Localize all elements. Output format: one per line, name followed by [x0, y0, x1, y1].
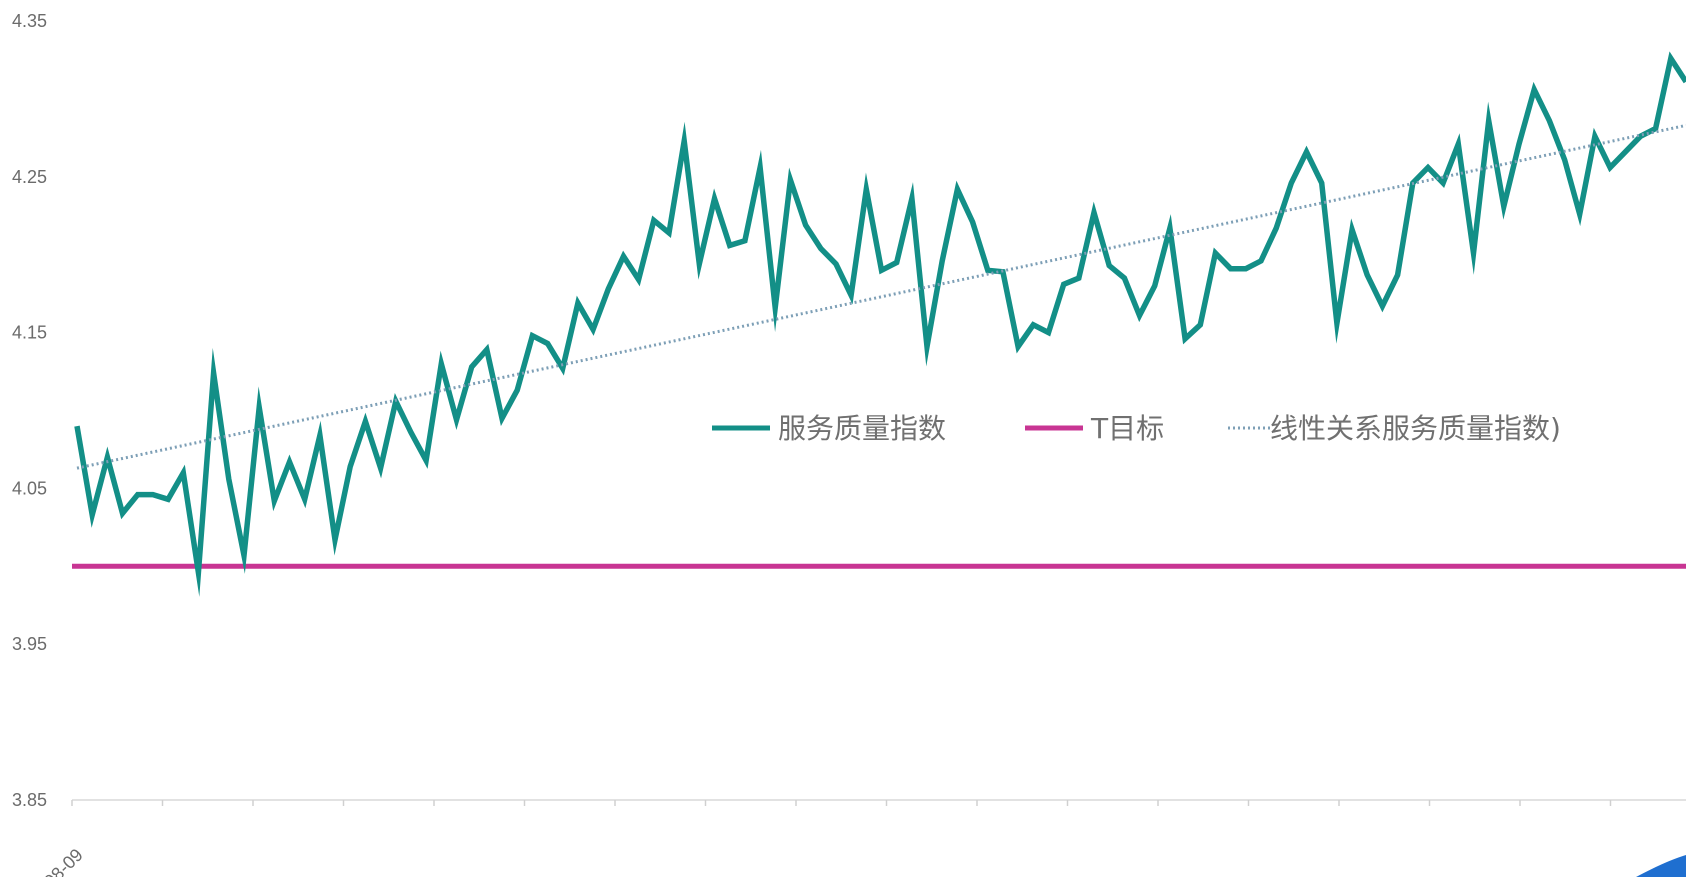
- legend-label: 线性关系服务质量指数): [1270, 412, 1561, 445]
- x-tick-label: 2008-09: [26, 845, 87, 877]
- y-tick-label: 4.15: [12, 323, 47, 343]
- series-service-quality-line: [74, 51, 1686, 597]
- x-ticks: [71, 800, 1612, 806]
- series-trend-line: [76, 123, 1686, 470]
- series-layer: [72, 51, 1686, 597]
- corner-decoration: [1636, 855, 1686, 877]
- y-tick-label: 3.85: [12, 790, 47, 810]
- legend: 服务质量指数 T目标 线性关系服务质量指数): [712, 412, 1561, 445]
- y-tick-label: 4.35: [12, 11, 47, 31]
- x-axis: 2008-09: [26, 799, 1686, 877]
- y-tick-label: 4.25: [12, 167, 47, 187]
- legend-label: T目标: [1090, 412, 1164, 445]
- y-axis: 4.35 4.25 4.15 4.05 3.95 3.85: [12, 11, 47, 810]
- y-tick-label: 3.95: [12, 634, 47, 654]
- y-tick-label: 4.05: [12, 478, 47, 498]
- legend-label: 服务质量指数: [778, 412, 946, 445]
